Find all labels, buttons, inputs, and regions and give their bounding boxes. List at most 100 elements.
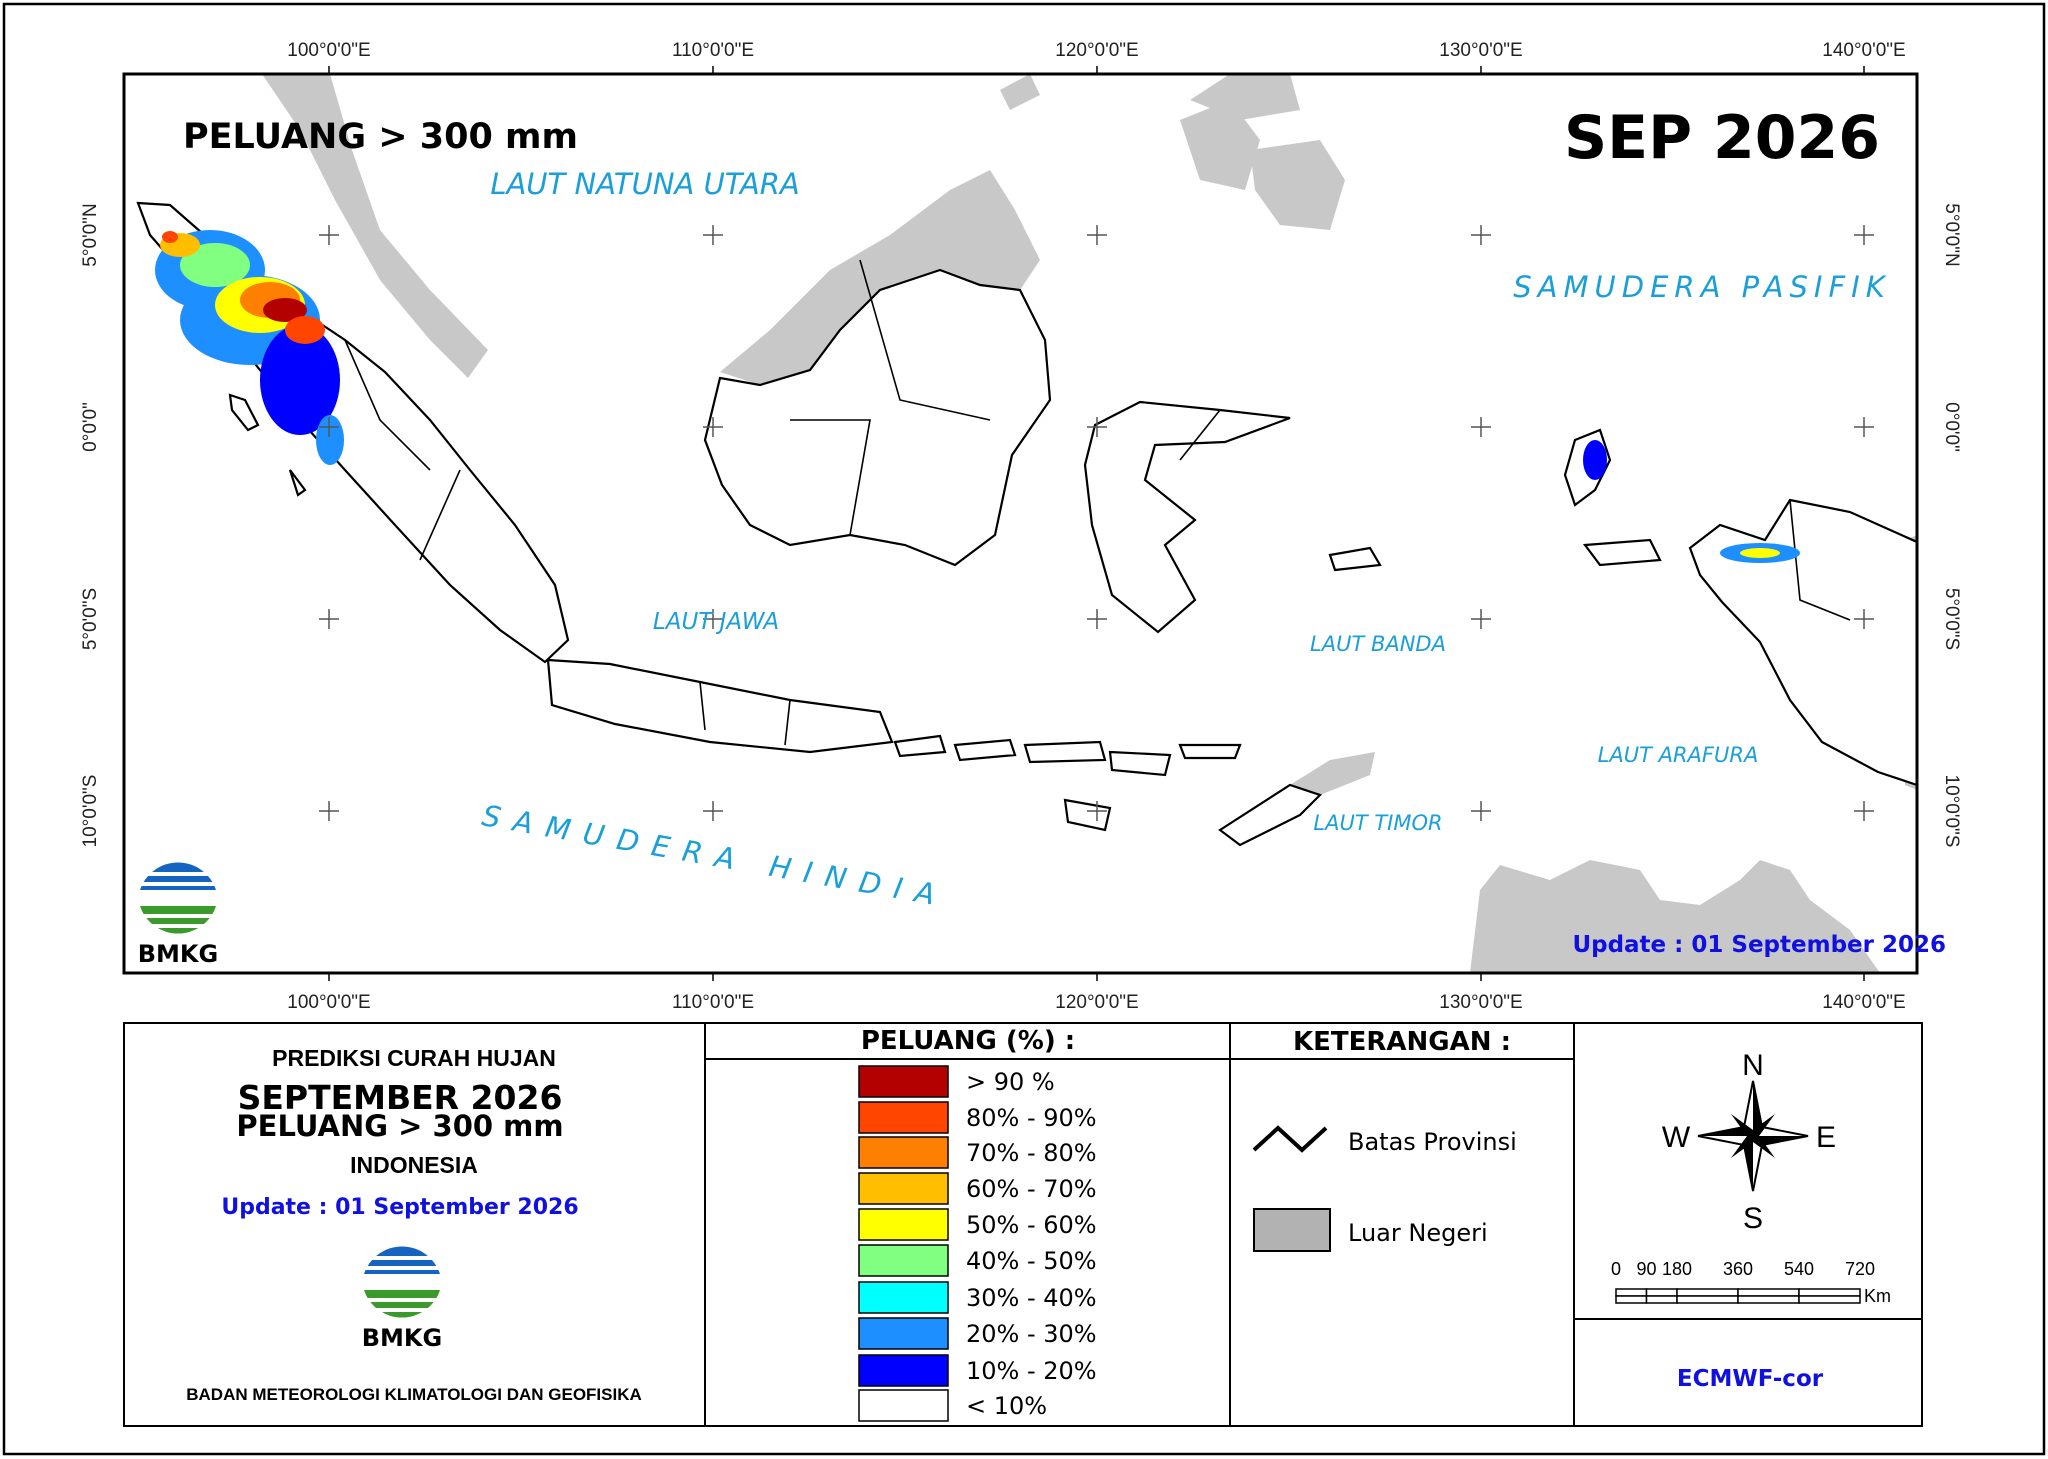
compass-s: S bbox=[1743, 1202, 1763, 1235]
legend-label: 30% - 40% bbox=[966, 1284, 1097, 1312]
scale-label: 540 bbox=[1784, 1259, 1814, 1279]
sea-label: LAUT ARAFURA bbox=[1598, 743, 1759, 767]
lon-label: 110°0'0"E bbox=[672, 40, 754, 61]
model: ECMWF-cor bbox=[1677, 1366, 1824, 1392]
sulawesi bbox=[1083, 400, 1291, 634]
lat-label: 5°0'0"N bbox=[80, 203, 101, 266]
legend-swatch bbox=[858, 1354, 949, 1387]
lon-label: 130°0'0"E bbox=[1439, 992, 1522, 1013]
legend-swatch bbox=[858, 1101, 949, 1134]
lat-label: 5°0'0"S bbox=[1941, 588, 1962, 650]
legend-swatch bbox=[858, 1172, 949, 1205]
keterangan-item: Batas Provinsi bbox=[1348, 1128, 1517, 1156]
lon-label: 140°0'0"E bbox=[1822, 992, 1905, 1013]
logo bbox=[138, 858, 218, 938]
scale-label: 0 bbox=[1611, 1259, 1621, 1279]
legend-label: 40% - 50% bbox=[966, 1247, 1097, 1275]
panel-month: SEPTEMBER 2026 bbox=[238, 1078, 563, 1117]
sea-label: LAUT TIMOR bbox=[1313, 811, 1442, 835]
legend-swatch bbox=[858, 1136, 949, 1169]
compass-e: E bbox=[1816, 1121, 1836, 1154]
legend-swatch bbox=[858, 1389, 949, 1422]
panel-region: INDONESIA bbox=[350, 1152, 478, 1178]
logo-text: BMKG bbox=[362, 1324, 442, 1352]
scale-bar bbox=[1615, 1288, 1861, 1304]
lat-label: 0°0'0" bbox=[80, 402, 101, 452]
scale-segment bbox=[1645, 1288, 1678, 1297]
map-frame bbox=[122, 72, 1919, 975]
sea-label: SAMUDERA PASIFIK bbox=[1513, 270, 1890, 304]
compass bbox=[1697, 1080, 1809, 1192]
scale-segment bbox=[1645, 1295, 1678, 1304]
lon-label: 120°0'0"E bbox=[1055, 992, 1138, 1013]
scale-segment bbox=[1615, 1295, 1648, 1304]
legend-swatch bbox=[858, 1065, 949, 1098]
sea-label: LAUT JAWA bbox=[653, 609, 779, 635]
lat-label: 10°0'0"S bbox=[80, 775, 101, 848]
nusa-tenggara bbox=[893, 734, 1323, 847]
probability-areas bbox=[155, 230, 1800, 563]
legend-swatch bbox=[858, 1208, 949, 1241]
scale-segment bbox=[1615, 1288, 1648, 1297]
scale-segment bbox=[1676, 1288, 1739, 1297]
keterangan-item: Luar Negeri bbox=[1348, 1219, 1488, 1247]
compass-w: W bbox=[1662, 1121, 1691, 1154]
panel-subtitle: PELUANG > 300 mm bbox=[236, 1109, 563, 1143]
legend-swatch bbox=[858, 1317, 949, 1350]
map: 100°0'0"E 100°0'0"E 110°0'0"E 110°0'0"E 120°… bbox=[80, 40, 1962, 1013]
compass-n: N bbox=[1742, 1049, 1764, 1082]
keterangan-title: KETERANGAN : bbox=[1293, 1027, 1511, 1057]
legend-label: 60% - 70% bbox=[966, 1175, 1097, 1203]
legend-label: 50% - 60% bbox=[966, 1211, 1097, 1239]
scale-segment bbox=[1798, 1295, 1861, 1304]
border-symbol bbox=[1252, 1125, 1328, 1153]
legend-swatch bbox=[858, 1281, 949, 1314]
australia bbox=[1470, 860, 1880, 973]
logo-text: BMKG bbox=[138, 940, 218, 968]
scale-segment bbox=[1737, 1295, 1800, 1304]
info-panel bbox=[123, 1022, 1923, 1427]
timor-leste bbox=[1290, 752, 1375, 795]
agency: BADAN METEOROLOGI KLIMATOLOGI DAN GEOFIS… bbox=[186, 1385, 642, 1404]
legend-label: > 90 % bbox=[966, 1068, 1055, 1096]
philippines bbox=[1000, 74, 1345, 230]
borneo bbox=[703, 268, 1052, 567]
sea-label: LAUT BANDA bbox=[1310, 632, 1446, 656]
lon-label: 100°0'0"E bbox=[287, 992, 370, 1013]
legend-label: 20% - 30% bbox=[966, 1320, 1097, 1348]
logo bbox=[362, 1242, 442, 1322]
scale-segment bbox=[1676, 1295, 1739, 1304]
legend-label: 70% - 80% bbox=[966, 1139, 1097, 1167]
lon-label: 120°0'0"E bbox=[1055, 40, 1138, 61]
legend-title: PELUANG (%) : bbox=[861, 1026, 1075, 1056]
north-borneo bbox=[720, 170, 1040, 385]
scale-label: 180 bbox=[1662, 1259, 1692, 1279]
graticule: 100°0'0"E 100°0'0"E 110°0'0"E 110°0'0"E 120°… bbox=[80, 40, 1962, 1013]
map-title: PELUANG > 300 mm bbox=[183, 117, 578, 157]
scale-label: 90 bbox=[1636, 1259, 1656, 1279]
map-update: Update : 01 September 2026 bbox=[1572, 932, 1946, 958]
java bbox=[546, 658, 894, 754]
legend-label: 80% - 90% bbox=[966, 1104, 1097, 1132]
map-period: SEP 2026 bbox=[1564, 103, 1880, 173]
scale-segment bbox=[1798, 1288, 1861, 1297]
legend-label: < 10% bbox=[966, 1392, 1047, 1420]
scale-unit: Km bbox=[1864, 1286, 1891, 1306]
legend-swatch bbox=[858, 1244, 949, 1277]
scale-label: 360 bbox=[1723, 1259, 1753, 1279]
legend-label: 10% - 20% bbox=[966, 1357, 1097, 1385]
lon-label: 110°0'0"E bbox=[672, 992, 754, 1013]
nias bbox=[228, 393, 307, 497]
malay-peninsula bbox=[262, 74, 488, 378]
scale-segment bbox=[1737, 1288, 1800, 1297]
lon-label: 130°0'0"E bbox=[1439, 40, 1522, 61]
panel-update: Update : 01 September 2026 bbox=[221, 1195, 578, 1220]
lat-label: 10°0'0"S bbox=[1941, 775, 1962, 848]
lat-label: 0°0'0" bbox=[1941, 402, 1962, 452]
papua bbox=[1688, 498, 1917, 787]
lat-label: 5°0'0"S bbox=[80, 588, 101, 650]
lon-label: 140°0'0"E bbox=[1822, 40, 1905, 61]
panel-heading: PREDIKSI CURAH HUJAN bbox=[272, 1045, 556, 1071]
lat-label: 5°0'0"N bbox=[1941, 203, 1962, 266]
